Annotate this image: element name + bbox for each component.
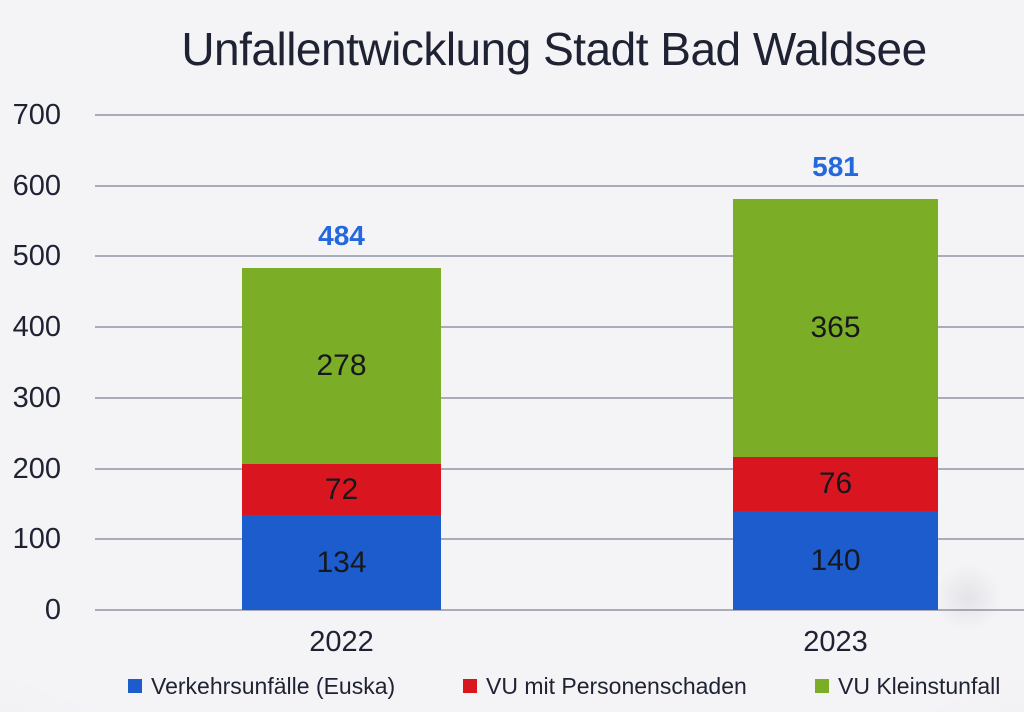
gridline-500 xyxy=(95,255,1024,258)
bar-segment-2023-verkehrsunf-lle-euska: 140 xyxy=(733,511,938,610)
legend-swatch-blue xyxy=(128,679,142,693)
segment-value-label: 72 xyxy=(324,472,359,506)
bar-total-label-2023: 581 xyxy=(812,151,859,183)
legend-item-vu-kleinstunfall: VU Kleinstunfall xyxy=(815,672,1000,700)
gridline-400 xyxy=(95,326,1024,329)
bar-segment-2023-vu-mit-personenschaden: 76 xyxy=(733,457,938,511)
bar-segments-2022: 278 72 134 xyxy=(242,267,441,610)
segment-value-label: 365 xyxy=(810,311,861,345)
plot-area: 484 278 72 134 2022 581 365 76 140 2023 0 100… xyxy=(13,99,1024,658)
y-axis-tick-label-200: 200 xyxy=(12,452,61,485)
bar-segment-2022-verkehrsunf-lle-euska: 134 xyxy=(242,515,441,610)
bar-segment-2022-vu-kleinstunfall: 278 xyxy=(242,267,441,465)
gridline-300 xyxy=(95,396,1024,399)
bar-segments-2023: 365 76 140 xyxy=(733,199,938,610)
segment-value-label: 76 xyxy=(818,467,853,501)
bar-segment-2023-vu-kleinstunfall: 365 xyxy=(733,199,938,458)
y-axis-tick-label-600: 600 xyxy=(12,169,61,202)
chart-legend: Verkehrsunfälle (Euska) VU mit Personens… xyxy=(0,672,1024,702)
x-axis-label-2022: 2022 xyxy=(309,626,374,658)
y-axis-tick-label-500: 500 xyxy=(12,240,61,273)
gridline-100 xyxy=(95,538,1024,541)
bar-2023: 581 365 76 140 2023 xyxy=(733,151,938,658)
bar-total-label-2022: 484 xyxy=(318,219,365,251)
legend-swatch-green xyxy=(815,679,829,693)
segment-value-label: 140 xyxy=(810,543,861,577)
gridline-200 xyxy=(95,467,1024,470)
gridline-0 xyxy=(95,609,1024,611)
y-axis-tick-label-0: 0 xyxy=(44,594,61,626)
bar-2022: 484 278 72 134 2022 xyxy=(242,220,441,658)
legend-label-vu-mit-personenschaden: VU mit Personenschaden xyxy=(486,672,747,699)
gridline-600 xyxy=(95,184,1024,187)
y-axis-tick-label-400: 400 xyxy=(12,311,61,344)
y-axis-tick-label-300: 300 xyxy=(12,381,61,414)
legend-item-vu-mit-personenschaden: VU mit Personenschaden xyxy=(463,672,747,700)
chart-title: Unfallentwicklung Stadt Bad Waldsee xyxy=(181,23,927,75)
legend-item-verkehrsunfaelle-euska: Verkehrsunfälle (Euska) xyxy=(128,672,395,700)
legend-label-verkehrsunfaelle-euska: Verkehrsunfälle (Euska) xyxy=(151,672,396,699)
legend-label-vu-kleinstunfall: VU Kleinstunfall xyxy=(838,672,1001,699)
y-axis-tick-label-100: 100 xyxy=(12,523,61,556)
bar-segment-2022-vu-mit-personenschaden: 72 xyxy=(242,464,441,516)
legend-swatch-red xyxy=(463,679,477,693)
y-axis-tick-label-700: 700 xyxy=(12,99,61,131)
segment-value-label: 278 xyxy=(316,349,367,383)
gridline-700 xyxy=(95,114,1024,116)
segment-value-label: 134 xyxy=(316,545,367,579)
x-axis-label-2023: 2023 xyxy=(803,626,868,658)
